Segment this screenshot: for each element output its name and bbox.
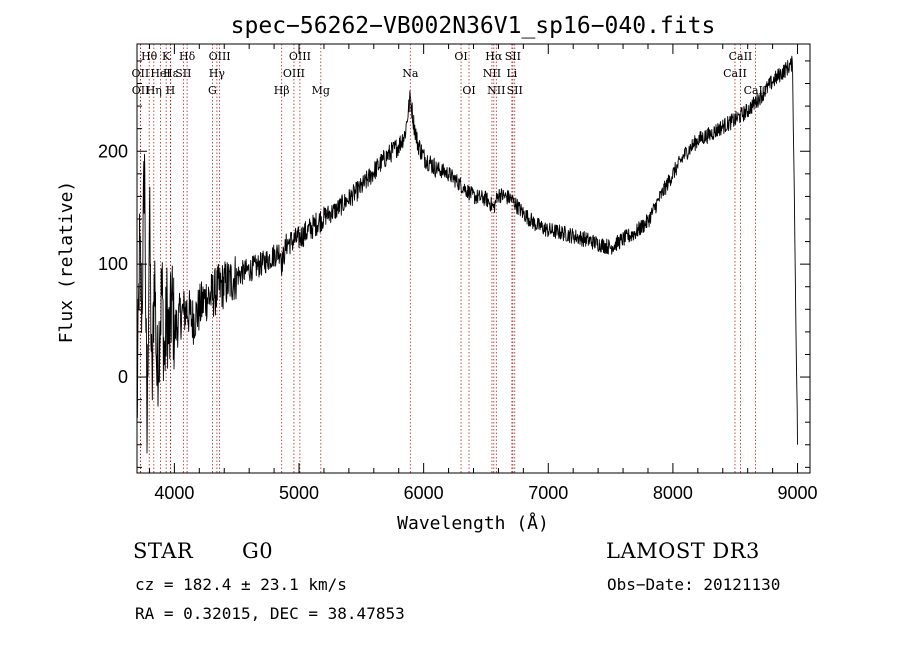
spectral-line-label: K [162,50,171,63]
spectral-line-label: Hγ [209,67,226,80]
spectral-line-label: OII [132,84,150,97]
spectral-line-label: Hθ [141,50,158,63]
object-class: STAR [133,539,194,563]
spectral-line-label: Li [506,67,517,80]
spectral-line-label: Hα [485,50,503,63]
spectral-line-label: OI [454,50,467,63]
y-axis-label: Flux (relative) [56,181,77,344]
y-tick-label: 200 [98,141,128,161]
spectral-line-label: OIII [209,50,231,63]
spectral-line-label: CaII [729,50,753,63]
spectral-line-label: Na [402,67,419,80]
spectral-line-label: H [166,84,176,97]
obs-date: Obs−Date: 20121130 [607,575,781,594]
spectral-line-label: SII [505,50,521,63]
spectral-line-label: HeI [150,67,170,80]
spectral-line-label: OII [132,67,150,80]
spectral-line-markers [139,44,756,473]
plot-frame [136,43,811,474]
y-axis-ticks: 0 100 200 [98,60,810,468]
spectral-line-label: OI [462,84,475,97]
spectral-line-label: G [208,84,217,97]
redshift-readout: cz = 182.4 ± 23.1 km/s [135,575,347,594]
spectrum-series [136,55,798,454]
x-axis-label: Wavelength (Å) [397,512,549,534]
coordinates: RA = 0.32015, DEC = 38.47853 [135,604,405,623]
spectral-line-label: Hδ [179,50,196,63]
x-tick-label: 9000 [778,483,818,503]
spectral-line-label: Mg [312,84,330,97]
chart-title: spec−56262−VB002N36V1_sp16−040.fits [231,13,716,39]
spectral-line-label: Hη [146,84,162,97]
x-tick-label: 7000 [528,483,568,503]
spectral-line-label: NII [483,67,501,80]
x-tick-label: 6000 [404,483,444,503]
object-subclass: G0 [242,539,274,563]
survey-name: LAMOST DR3 [606,539,760,563]
x-axis-ticks: 4000 5000 6000 7000 8000 9000 [148,44,818,503]
x-tick-label: 5000 [279,483,319,503]
spectral-line-label: Hε [163,67,179,80]
spectrum-line [136,55,798,454]
y-tick-label: 100 [98,254,128,274]
spectral-line-label: SII [507,84,523,97]
spectral-line-label: OIII [289,50,311,63]
y-tick-label: 0 [118,367,128,387]
x-tick-label: 4000 [154,483,194,503]
spectral-line-label: CaII [744,84,768,97]
spectral-line-label: OIII [283,67,305,80]
x-tick-label: 8000 [653,483,693,503]
spectral-line-label: Hβ [274,84,290,97]
spectral-line-label: NII [487,84,505,97]
spectral-line-label: SII [175,67,191,80]
spectral-line-label: CaII [723,67,747,80]
